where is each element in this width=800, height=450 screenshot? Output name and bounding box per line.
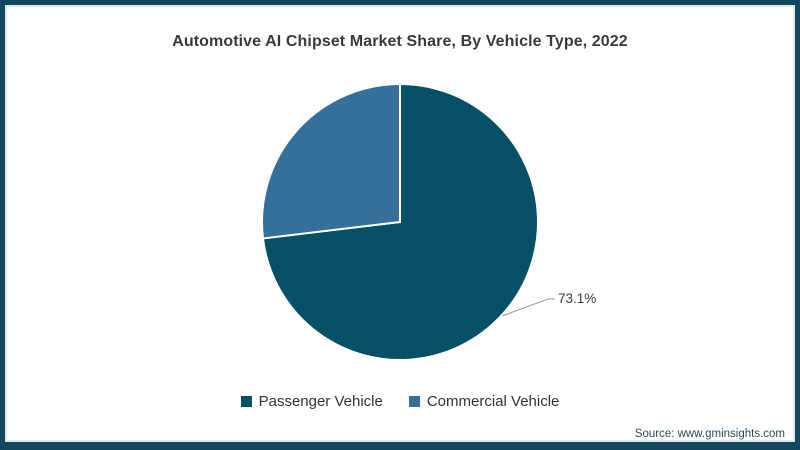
legend: Passenger Vehicle Commercial Vehicle [5,393,795,410]
legend-swatch-commercial-vehicle [408,396,420,407]
legend-label-passenger-vehicle: Passenger Vehicle [258,393,383,410]
legend-item-commercial-vehicle[interactable]: Commercial Vehicle [408,393,560,410]
pie-slice-commercial-vehicle[interactable] [261,83,401,240]
legend-item-passenger-vehicle[interactable]: Passenger Vehicle [240,393,383,410]
source-attribution: Source: www.gminsights.com [634,428,785,440]
pie-chart: 73.1% [261,83,596,361]
legend-label-commercial-vehicle: Commercial Vehicle [426,393,560,410]
legend-swatch-passenger-vehicle [240,396,252,407]
chart-title: Automotive AI Chipset Market Share, By V… [172,33,628,50]
data-label-value: 73.1% [558,291,596,306]
data-label-leader-line [501,298,555,317]
